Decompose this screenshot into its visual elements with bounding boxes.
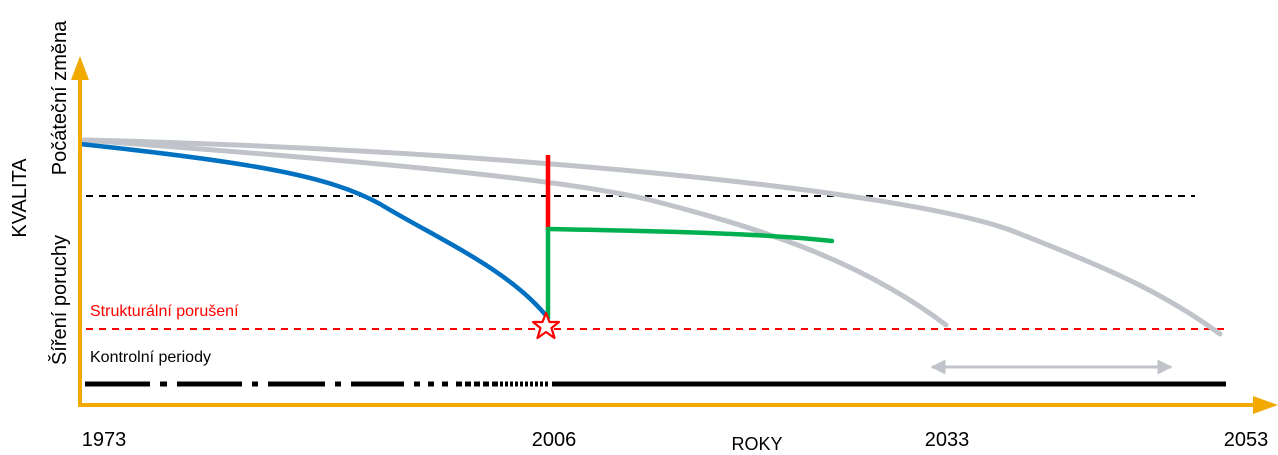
x-tick-label: 2033 — [925, 429, 970, 451]
y-axis-title: KVALITA — [9, 158, 31, 238]
y-axis-arrow-icon — [71, 56, 89, 80]
alternative-curve-long — [81, 137, 1223, 337]
alternative-curve-short — [81, 137, 949, 328]
x-tick-label: 1973 — [82, 429, 127, 451]
x-tick-label: 2053 — [1224, 429, 1269, 451]
x-tick-label: 2006 — [532, 429, 577, 451]
deterioration-curve — [77, 141, 551, 321]
inspection-periods-label: Kontrolní periody — [90, 349, 211, 366]
y-axis-bottom-label: Šíření poruchy — [48, 235, 71, 365]
star-icon — [531, 311, 561, 340]
after-repair-curve — [545, 226, 835, 244]
x-axis-title: ROKY — [731, 434, 782, 454]
structural-failure-label: Strukturální porušení — [90, 303, 239, 320]
y-axis-top-label: Počáteční změna — [49, 20, 71, 175]
x-axis-arrow-icon — [1253, 396, 1278, 414]
